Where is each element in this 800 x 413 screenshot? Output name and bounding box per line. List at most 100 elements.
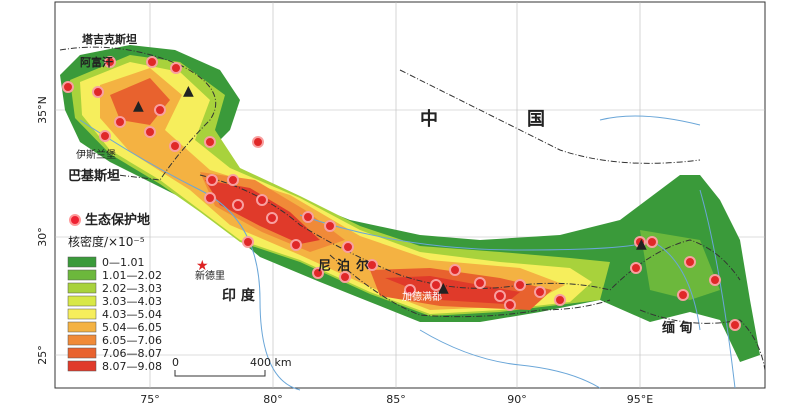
legend-label: 8.07—9.08 [102, 360, 162, 373]
protected-area [684, 256, 696, 268]
legend-label: 4.03—5.04 [102, 308, 162, 321]
country-label: 塔吉克斯坦 [82, 32, 137, 46]
rivers [79, 115, 736, 391]
lat-label: 25° [36, 345, 49, 365]
protected-area [302, 211, 314, 223]
legend-swatch [67, 308, 97, 320]
legend-title: 核密度/×10⁻⁵ [68, 234, 145, 249]
protected-area [634, 236, 646, 248]
protected-area [154, 104, 166, 116]
lon-label: 85° [386, 393, 406, 406]
protected-area [324, 220, 336, 232]
country-label: 巴基斯坦 [68, 168, 120, 184]
protected-area [514, 279, 526, 291]
lat-label: 30° [36, 227, 49, 247]
density-surface [60, 45, 760, 362]
legend-label: 6.05—7.06 [102, 334, 162, 347]
protected-area [646, 236, 658, 248]
protected-area [729, 319, 741, 331]
peak: ▲ [438, 280, 449, 296]
peak: ▲ [133, 98, 144, 114]
protected-area [449, 264, 461, 276]
protected-area [227, 174, 239, 186]
protected-area [430, 279, 442, 291]
country-label: 中 [420, 108, 438, 130]
protected-area [534, 286, 546, 298]
legend-label: 3.03—4.03 [102, 295, 162, 308]
legend-label: 7.06—8.07 [102, 347, 162, 360]
protected-areas [62, 56, 741, 331]
protected-area [630, 262, 642, 274]
density-zone [385, 276, 520, 304]
protected-area [62, 81, 74, 93]
protected-area [312, 267, 324, 279]
protected-area [266, 212, 278, 224]
city-label: 新德里 [195, 269, 225, 282]
legend: 生态保护地 核密度/×10⁻⁵ 0—1.011.01—2.022.02—3.03… [67, 212, 162, 373]
protected-area [252, 136, 264, 148]
protected-area [206, 174, 218, 186]
protected-area [709, 274, 721, 286]
legend-swatch [67, 282, 97, 294]
legend-label: 1.01—2.02 [102, 269, 162, 282]
country-label: 缅 甸 [662, 320, 693, 336]
protected-area [99, 130, 111, 142]
protected-area [504, 299, 516, 311]
scale-label: 400 km [250, 356, 292, 369]
protected-area [104, 56, 116, 68]
borders [59, 46, 766, 371]
scale-label: 0 [172, 356, 179, 369]
protected-area [92, 86, 104, 98]
country-label: 阿富汗 [80, 55, 113, 69]
lon-label: 75° [140, 393, 160, 406]
protected-area [339, 271, 351, 283]
coordinate-labels: 75° 80° 85° 90° 95°E 35°N 30° 25° [36, 96, 653, 406]
protected-area [114, 116, 126, 128]
lon-label: 90° [507, 393, 527, 406]
legend-swatch [67, 360, 97, 372]
legend-marker [69, 214, 81, 226]
legend-swatch [67, 269, 97, 281]
protected-area [554, 294, 566, 306]
legend-swatch [67, 321, 97, 333]
legend-swatch [67, 256, 97, 268]
density-zone [70, 55, 610, 316]
capital-star: ★ [196, 258, 209, 274]
country-label: 国 [527, 109, 545, 130]
protected-area [144, 126, 156, 138]
protected-area [146, 56, 158, 68]
protected-area [677, 289, 689, 301]
density-zone [205, 180, 320, 244]
lon-label: 80° [263, 393, 283, 406]
protected-area [232, 199, 244, 211]
legend-label: 0—1.01 [102, 256, 145, 269]
lat-label: 35°N [36, 96, 49, 124]
legend-label: 生态保护地 [85, 212, 150, 228]
density-zone [640, 230, 720, 300]
protected-area [256, 194, 268, 206]
protected-area [342, 241, 354, 253]
scale-bar: 0 400 km [172, 356, 292, 377]
country-label: 印 度 [222, 287, 256, 304]
protected-area [366, 259, 378, 271]
city-label: 伊斯兰堡 [76, 148, 116, 161]
protected-area [494, 290, 506, 302]
city-label: 加德满都 [402, 290, 442, 303]
protected-area [169, 140, 181, 152]
protected-area [474, 277, 486, 289]
legend-swatch [67, 295, 97, 307]
protected-area [170, 62, 182, 74]
place-labels: 塔吉克斯坦 阿富汗 中 国 巴基斯坦 尼泊尔 印 度 缅 甸 伊斯兰堡 新德里 … [68, 32, 693, 336]
protected-area [242, 236, 254, 248]
protected-area [290, 239, 302, 251]
protected-area [204, 192, 216, 204]
peak: ▲ [636, 236, 647, 252]
peak: ▲ [183, 83, 194, 99]
legend-label: 5.04—6.05 [102, 321, 162, 334]
protected-area [404, 284, 416, 296]
protected-area [204, 136, 216, 148]
country-label: 尼泊尔 [318, 258, 375, 274]
legend-swatch [67, 347, 97, 359]
lon-label: 95°E [627, 393, 653, 406]
